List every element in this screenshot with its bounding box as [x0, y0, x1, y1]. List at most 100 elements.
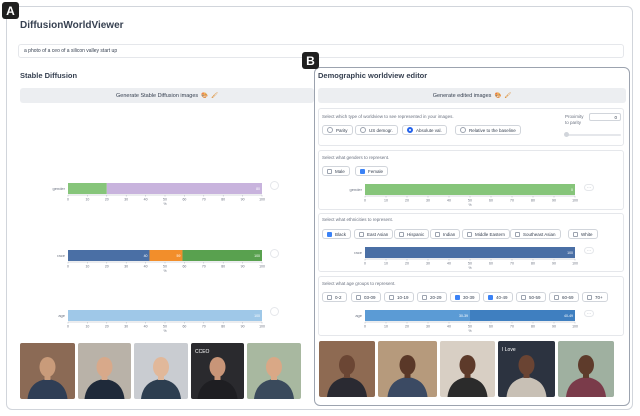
radio-icon[interactable] [460, 127, 466, 133]
editor-race-chart-tick-label: 20 [405, 262, 409, 266]
race-chart-segment-label: 40 [144, 254, 148, 258]
age-option-0-2[interactable]: 0-2 [322, 292, 347, 302]
ethnicity-option-east-asian[interactable]: East Asian [354, 229, 394, 239]
edited-image[interactable] [319, 341, 375, 397]
ethnicity-option-white[interactable]: White [568, 229, 598, 239]
gender-block [318, 150, 624, 210]
checkbox-icon[interactable] [515, 231, 520, 237]
age-chart-x-label: % [163, 329, 166, 333]
age-block [318, 276, 624, 336]
age-option-50-59[interactable]: 50-59 [516, 292, 546, 302]
age-option-10-19[interactable]: 10-19 [384, 292, 414, 302]
age-option-20-29[interactable]: 20-29 [417, 292, 447, 302]
radio-icon[interactable] [327, 127, 333, 133]
gender-chart-bar-segment [68, 183, 107, 194]
ethnicity-option-black[interactable]: Black [322, 229, 352, 239]
editor-age-chart-tick-label: 0 [364, 325, 366, 329]
checkbox-icon[interactable] [389, 294, 394, 300]
ethnicity-option-southeast-asian[interactable]: Southeast Asian [510, 229, 561, 239]
stable-diffusion-image[interactable] [20, 343, 75, 399]
worldview-option-relative-to-the-baseline[interactable]: Relative to the baseline [455, 125, 521, 135]
edited-image[interactable] [440, 341, 495, 397]
stable-diffusion-image[interactable] [247, 343, 301, 399]
ethnicity-option-middle-eastern-label: Middle Eastern [475, 231, 506, 237]
ethnicity-option-indian[interactable]: Indian [430, 229, 461, 239]
age-chart-menu[interactable] [270, 307, 279, 316]
gender-chart-x-label: % [163, 202, 166, 206]
edited-image[interactable] [378, 341, 437, 397]
app-title: DiffusionWorldViewer [20, 20, 124, 31]
proximity-input[interactable]: 0 [589, 113, 621, 121]
gender-chart-more[interactable]: ··· [584, 184, 594, 191]
age-chart-more[interactable]: ··· [584, 310, 594, 317]
race-chart-more[interactable]: ··· [584, 247, 594, 254]
checkbox-icon[interactable] [488, 294, 493, 300]
age-chart-tick-label: 0 [67, 325, 69, 329]
editor-race-chart-tick-label: 70 [510, 262, 514, 266]
brush-icon: 🖌 [211, 92, 218, 99]
checkbox-icon[interactable] [554, 294, 559, 300]
checkbox-icon[interactable] [327, 294, 332, 300]
stable-diffusion-image[interactable]: CCEO [191, 343, 244, 399]
portrait-icon [27, 357, 68, 399]
gender-option-male[interactable]: Male [322, 166, 350, 176]
portrait-face [39, 357, 56, 377]
portrait-face [399, 355, 416, 375]
age-option-60-69[interactable]: 60-69 [549, 292, 579, 302]
checkbox-icon[interactable] [521, 294, 526, 300]
proximity-slider-thumb[interactable] [564, 132, 569, 137]
generate-edited-button[interactable]: Generate edited images 🎨 🖌 [318, 88, 626, 103]
checkbox-icon[interactable] [356, 294, 361, 300]
checkbox-icon[interactable] [399, 231, 404, 237]
portrait-face [209, 357, 226, 377]
gender-option-female[interactable]: Female [355, 166, 389, 176]
editor-gender-chart-tick-label: 30 [426, 199, 430, 203]
age-option-40-49[interactable]: 40-49 [483, 292, 513, 302]
editor-race-chart-category-label: race [354, 250, 363, 255]
edited-image[interactable]: I Love [498, 341, 555, 397]
generate-stable-diffusion-button[interactable]: Generate Stable Diffusion images 🎨 🖌 [20, 88, 314, 103]
edited-image[interactable] [558, 341, 614, 397]
editor-age-chart-tick-label: 20 [405, 325, 409, 329]
checkbox-icon[interactable] [360, 168, 365, 174]
age-option-30-39[interactable]: 30-39 [450, 292, 480, 302]
worldview-option-us-demogr[interactable]: US demogr. [355, 125, 398, 135]
ethnicity-option-white-label: White [581, 231, 593, 237]
editor-gender-chart-x-label: % [468, 203, 471, 207]
checkbox-icon[interactable] [327, 231, 332, 237]
checkbox-icon[interactable] [435, 231, 440, 237]
portrait-neck [44, 375, 51, 380]
checkbox-icon[interactable] [573, 231, 578, 237]
age-option-0-2-label: 0-2 [335, 294, 342, 300]
checkbox-icon[interactable] [359, 231, 364, 237]
demographic-editor-title: Demographic worldview editor [318, 71, 428, 80]
checkbox-icon[interactable] [467, 231, 472, 237]
editor-age-chart-tick-label: 70 [510, 325, 514, 329]
portrait-icon: CCEO [195, 349, 238, 399]
checkbox-icon[interactable] [327, 168, 332, 174]
ethnicity-option-hispanic[interactable]: Hispanic [394, 229, 430, 239]
editor-age-chart-category-label: age [355, 313, 362, 318]
gender-chart-menu[interactable] [270, 181, 279, 190]
radio-icon[interactable] [360, 127, 366, 133]
age-option-70[interactable]: 70+ [582, 292, 608, 302]
stable-diffusion-image[interactable] [134, 343, 188, 399]
race-chart-menu[interactable] [270, 249, 279, 258]
prompt-input[interactable]: a photo of a ceo of a silicon valley sta… [18, 44, 624, 58]
portrait-shirt [447, 377, 488, 397]
checkbox-icon[interactable] [422, 294, 427, 300]
ethnicity-option-middle-eastern[interactable]: Middle Eastern [462, 229, 511, 239]
checkbox-icon[interactable] [455, 294, 460, 300]
checkbox-icon[interactable] [587, 294, 592, 300]
worldview-option-parity[interactable]: Parity [322, 125, 353, 135]
proximity-slider[interactable] [566, 134, 621, 136]
worldview-option-absolute-val[interactable]: Absolute val. [402, 125, 447, 135]
editor-age-chart-tick-label: 80 [531, 325, 535, 329]
stable-diffusion-image[interactable] [78, 343, 131, 399]
age-chart-tick-label: 100 [259, 325, 265, 329]
age-option-03-09[interactable]: 03-09 [351, 292, 381, 302]
editor-gender-chart-bar-segment [365, 184, 575, 195]
portrait-shirt [566, 377, 606, 397]
radio-icon[interactable] [407, 127, 413, 133]
editor-age-chart-tick-label: 60 [489, 325, 493, 329]
